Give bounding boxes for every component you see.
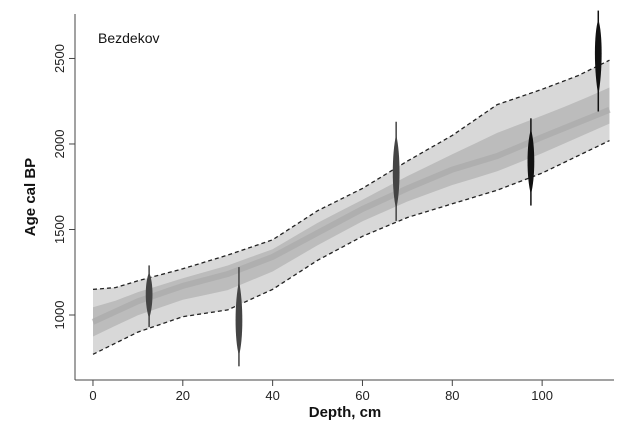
- date-probability-shape: [594, 19, 602, 96]
- y-axis-title: Age cal BP: [22, 158, 39, 236]
- site-label: Bezdekov: [98, 30, 159, 46]
- date-sample-5: [594, 10, 602, 112]
- y-tick-label: 1000: [52, 301, 67, 330]
- x-tick-label: 80: [445, 388, 459, 403]
- y-tick-label: 1500: [52, 215, 67, 244]
- x-axis-ticks: 0 20 40 60 80 100: [89, 380, 553, 403]
- date-probability-shape: [145, 272, 153, 319]
- dated-samples: [145, 10, 602, 367]
- x-tick-label: 100: [531, 388, 553, 403]
- date-sample-2: [235, 267, 243, 367]
- x-axis-title: Depth, cm: [309, 404, 382, 421]
- y-tick-label: 2500: [52, 44, 67, 73]
- date-probability-shape: [527, 129, 535, 195]
- mean-age-curve: [91, 107, 611, 325]
- date-sample-4: [527, 118, 535, 206]
- date-sample-3: [392, 121, 400, 221]
- plot-area: [91, 10, 611, 367]
- y-tick-label: 2000: [52, 130, 67, 159]
- date-sample-1: [145, 265, 153, 327]
- x-tick-label: 0: [89, 388, 96, 403]
- x-tick-label: 20: [176, 388, 190, 403]
- x-tick-label: 60: [355, 388, 369, 403]
- date-probability-shape: [392, 134, 400, 209]
- x-tick-label: 40: [265, 388, 279, 403]
- date-probability-shape: [235, 281, 243, 356]
- y-axis-ticks: 1000 1500 2000 2500: [52, 44, 75, 329]
